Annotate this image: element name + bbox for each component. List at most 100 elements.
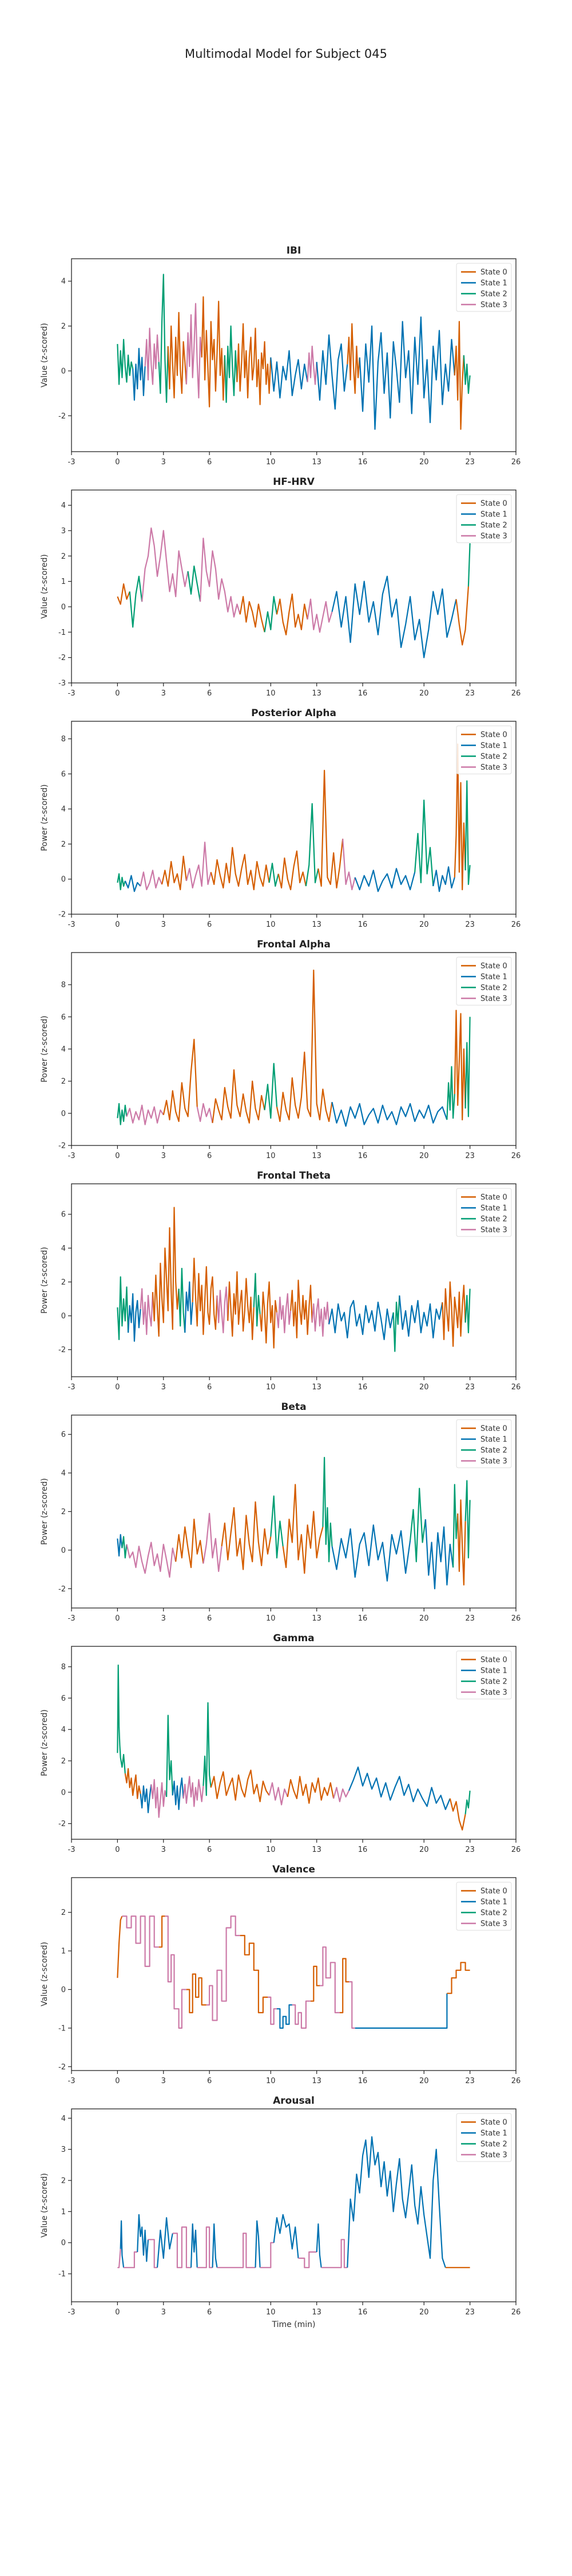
x-tick-label: 23 [465,1614,475,1623]
legend-label: State 1 [480,1898,507,1907]
series-line-state-2 [117,1276,129,1341]
panel-title: Valence [272,1864,315,1875]
series-line-state-3 [185,841,212,889]
series-line-state-0 [276,969,333,1123]
y-tick-label: 2 [61,840,66,849]
series-line-state-0 [221,1501,272,1570]
panel-title: IBI [287,245,301,256]
y-tick-label: 8 [61,981,66,990]
x-tick-label: 26 [511,2077,521,2085]
x-tick-label: 23 [465,689,475,698]
x-tick-label: 10 [266,1383,276,1392]
series-line-state-0 [212,1069,265,1124]
y-tick-label: 0 [61,1788,66,1797]
series-line-state-3 [185,303,202,399]
legend-box [456,2113,512,2162]
series-line-state-1 [190,2223,198,2268]
legend: State 0 State 1 State 2 State 3 [456,1419,512,1468]
x-tick-label: 16 [358,689,368,698]
legend-label: State 1 [480,973,507,982]
y-axis-label: Value (z-scored) [40,1942,49,2006]
series-line-state-3 [126,1104,164,1125]
x-tick-label: 23 [465,1846,475,1854]
series-line-state-3 [342,839,356,891]
series-lines [117,969,471,1127]
legend-box [456,1650,512,1700]
x-tick-label: 3 [161,2077,166,2085]
series-line-state-0 [210,847,270,891]
series-line-state-2 [117,1103,128,1125]
panel-beta: Beta -3 0 3 6 10 13 16 20 23 26 -2 0 2 4 6 Power (z-scor… [40,1401,521,1623]
x-tick-label: 3 [161,458,166,467]
series-line-state-3 [202,1512,223,1573]
y-tick-label: 3 [61,527,66,535]
x-tick-label: 6 [207,2077,212,2085]
legend-label: State 1 [480,1667,507,1676]
series-line-state-2 [121,1536,128,1559]
series-line-state-3 [196,1103,213,1123]
series-line-state-3 [124,2251,138,2269]
legend-label: State 2 [480,984,507,993]
x-tick-label: 16 [358,920,368,929]
series-line-state-0 [201,296,225,408]
y-tick-label: 2 [61,1909,66,1917]
legend-label: State 3 [480,995,507,1003]
y-tick-label: 0 [61,1546,66,1555]
y-tick-label: -2 [58,412,66,421]
series-line-state-1 [140,1784,152,1814]
legend: State 0 State 1 State 2 State 3 [456,725,512,775]
series-line-state-3 [268,1782,288,1805]
legend: State 0 State 1 State 2 State 3 [456,957,512,1006]
y-tick-label: 8 [61,1663,66,1672]
x-tick-label: 20 [419,1614,429,1623]
series-line-state-3 [165,1915,186,2029]
legend-label: State 0 [480,1194,507,1202]
y-tick-label: 4 [61,1469,66,1478]
legend-box [456,263,512,312]
series-line-state-1 [255,2220,261,2268]
series-line-state-0 [311,1965,320,2002]
series-line-state-0 [287,1776,335,1804]
series-line-state-2 [410,1488,426,1563]
legend-label: State 3 [480,301,507,310]
x-tick-label: -3 [68,920,76,929]
legend-label: State 1 [480,511,507,519]
series-line-state-1 [331,575,457,658]
panel-title: Beta [281,1401,306,1413]
legend-label: State 3 [480,1689,507,1697]
series-line-state-2 [464,1289,471,1334]
y-tick-label: 1 [61,1947,66,1956]
series-line-state-2 [129,575,143,628]
x-tick-label: 6 [207,2308,212,2317]
y-tick-label: 0 [61,367,66,376]
x-tick-label: 3 [161,1152,166,1160]
series-line-state-1 [331,1524,411,1582]
y-tick-label: -3 [58,679,66,688]
x-tick-label: -3 [68,1614,76,1623]
y-axis-label: Value (z-scored) [40,2173,49,2238]
series-line-state-2 [202,1702,212,1796]
series-line-state-2 [392,1295,400,1352]
series-line-state-2 [264,596,278,633]
legend: State 0 State 1 State 2 State 3 [456,494,512,543]
x-tick-label: 26 [511,1383,521,1392]
x-tick-label: 0 [115,1383,120,1392]
series-line-state-0 [454,321,464,430]
series-line-state-2 [158,274,169,403]
series-line-state-3 [150,1779,168,1818]
y-tick-label: 6 [61,1211,66,1219]
x-tick-label: 26 [511,458,521,467]
legend-label: State 2 [480,1215,507,1224]
legend-label: State 0 [480,1656,507,1665]
series-line-state-2 [178,1267,186,1333]
series-line-state-0 [152,1207,180,1337]
series-line-state-2 [187,565,201,602]
y-axis-label: Value (z-scored) [40,554,49,619]
y-tick-label: -2 [58,654,66,662]
legend-box [456,1419,512,1468]
series-line-state-0 [158,1915,165,1948]
legend-label: State 0 [480,1887,507,1896]
series-line-state-0 [175,1518,204,1568]
series-line-state-1 [184,1281,193,1333]
